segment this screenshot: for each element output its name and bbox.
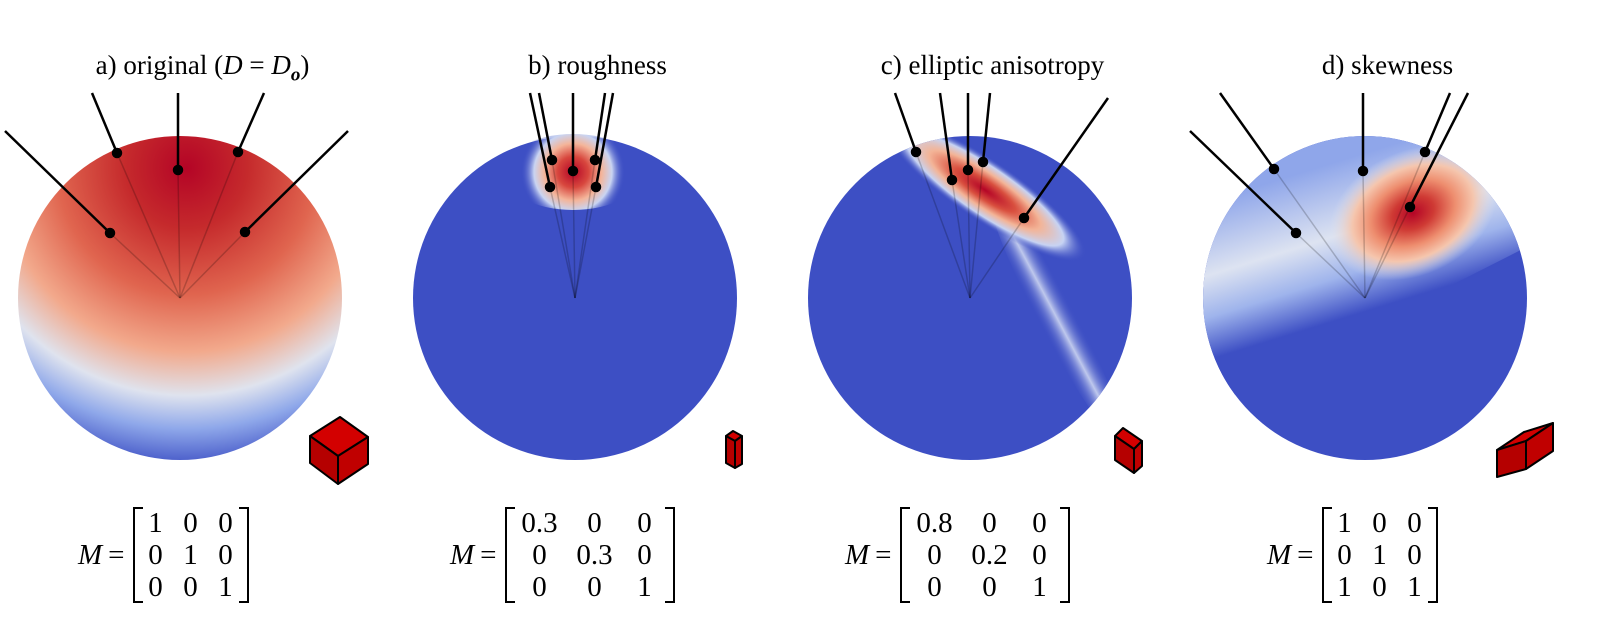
matrix-cell: 1 (1032, 571, 1047, 603)
matrix-cell: 0 (148, 571, 163, 603)
matrix-cell: 0 (1032, 507, 1047, 539)
sphere-diagram (1189, 92, 1554, 478)
matrix-cell: 0 (637, 539, 652, 571)
box-icon (1496, 422, 1554, 478)
matrix-cell: 0 (148, 539, 163, 571)
lobe-shadow-lines (1273, 151, 1426, 299)
matrix-cell: 0.2 (971, 539, 1008, 571)
matrix-cell: 0 (183, 571, 198, 603)
matrix-cell: 1 (1337, 571, 1352, 603)
matrix-brackets: 1 0 0 0 1 0 1 0 1 (1321, 507, 1438, 603)
caption-var: D (223, 50, 243, 80)
matrix-lhs: M (845, 538, 870, 571)
matrix-cell: 0 (587, 571, 602, 603)
matrix-cell: 0 (587, 507, 602, 539)
matrix-cell: 0 (1372, 571, 1387, 603)
matrix-equation: M = 1 0 0 0 1 0 0 0 1 (78, 505, 249, 605)
sphere-diagram (808, 92, 1143, 474)
sphere (413, 136, 737, 460)
matrix-cell: 1 (218, 571, 233, 603)
matrix-cell: 0.3 (576, 539, 613, 571)
caption-suffix: ) (300, 50, 310, 80)
caption-prefix: a) original ( (95, 50, 224, 80)
matrix-eq: = (875, 538, 892, 571)
caption-subscript: o (290, 64, 301, 86)
matrix-cell: 0 (218, 507, 233, 539)
panel-caption: b) roughness (528, 50, 667, 80)
matrix-grid: 1 0 0 0 1 0 0 0 1 (143, 507, 239, 603)
matrix-grid: 1 0 0 0 1 0 1 0 1 (1332, 507, 1428, 603)
box-icon (725, 430, 743, 469)
matrix-cell: 0 (532, 571, 547, 603)
matrix-cell: 0 (927, 539, 942, 571)
panel-skewness: d) skewness (1185, 0, 1590, 620)
matrix-cell: 0 (532, 539, 547, 571)
matrix-cell: 0 (1372, 507, 1387, 539)
panel-elliptic-anisotropy: c) elliptic anisotropy (790, 0, 1195, 620)
panel-roughness: b) roughness (395, 0, 800, 620)
matrix-cell: 0 (927, 571, 942, 603)
panel-caption: d) skewness (1321, 50, 1454, 80)
matrix-cell: 1 (148, 507, 163, 539)
matrix-equation: M = 0.8 0 0 0 0.2 0 0 0 1 (845, 505, 1070, 605)
matrix-brackets: 0.8 0 0 0 0.2 0 0 0 1 (899, 507, 1070, 603)
specular-lobe (1203, 136, 1527, 420)
matrix-cell: 0 (1337, 539, 1352, 571)
matrix-cell: 0 (1407, 507, 1422, 539)
lobe-lines (893, 92, 1110, 224)
matrix-eq: = (480, 538, 497, 571)
matrix-brackets: 1 0 0 0 1 0 0 0 1 (132, 507, 249, 603)
matrix-lhs: M (1267, 538, 1292, 571)
matrix-eq: = (1297, 538, 1314, 571)
matrix-cell: 0 (218, 539, 233, 571)
matrix-cell: 1 (637, 571, 652, 603)
lobe-shadow-lines (109, 151, 246, 299)
matrix-eq: = (108, 538, 125, 571)
matrix-lhs: M (78, 538, 103, 571)
specular-lobe (884, 136, 1126, 444)
matrix-equation: M = 0.3 0 0 0 0.3 0 0 0 1 (450, 505, 675, 605)
sphere-diagram (4, 92, 369, 485)
matrix-cell: 0 (183, 507, 198, 539)
matrix-grid: 0.3 0 0 0 0.3 0 0 0 1 (515, 507, 665, 603)
matrix-cell: 1 (1337, 507, 1352, 539)
matrix-cell: 0 (1032, 539, 1047, 571)
matrix-cell: 0 (982, 507, 997, 539)
lobe-lines (528, 92, 615, 193)
caption-eq: = (242, 50, 272, 80)
matrix-cell: 1 (183, 539, 198, 571)
lobe-lines (4, 92, 349, 239)
lobe-shadow-lines (549, 159, 597, 299)
matrix-lhs: M (450, 538, 475, 571)
caption-sub-main: D (271, 50, 291, 80)
panel-caption: c) elliptic anisotropy (880, 50, 1105, 80)
matrix-cell: 0 (1407, 539, 1422, 571)
matrix-equation: M = 1 0 0 0 1 0 1 0 1 (1267, 505, 1438, 605)
matrix-brackets: 0.3 0 0 0 0.3 0 0 0 1 (504, 507, 675, 603)
matrix-grid: 0.8 0 0 0 0.2 0 0 0 1 (910, 507, 1060, 603)
box-icon (309, 416, 369, 485)
matrix-cell: 0.3 (521, 507, 558, 539)
matrix-cell: 0 (637, 507, 652, 539)
box-icon (1114, 427, 1143, 474)
panel-caption: a) original (D = Do) (0, 50, 405, 86)
panel-original: a) original (D = Do) (0, 0, 405, 620)
matrix-cell: 1 (1407, 571, 1422, 603)
matrix-cell: 1 (1372, 539, 1387, 571)
lobe-lines (1189, 92, 1470, 239)
matrix-cell: 0 (982, 571, 997, 603)
lobe-shadow-lines (915, 151, 1025, 299)
matrix-cell: 0.8 (916, 507, 953, 539)
sphere-diagram (413, 92, 743, 469)
